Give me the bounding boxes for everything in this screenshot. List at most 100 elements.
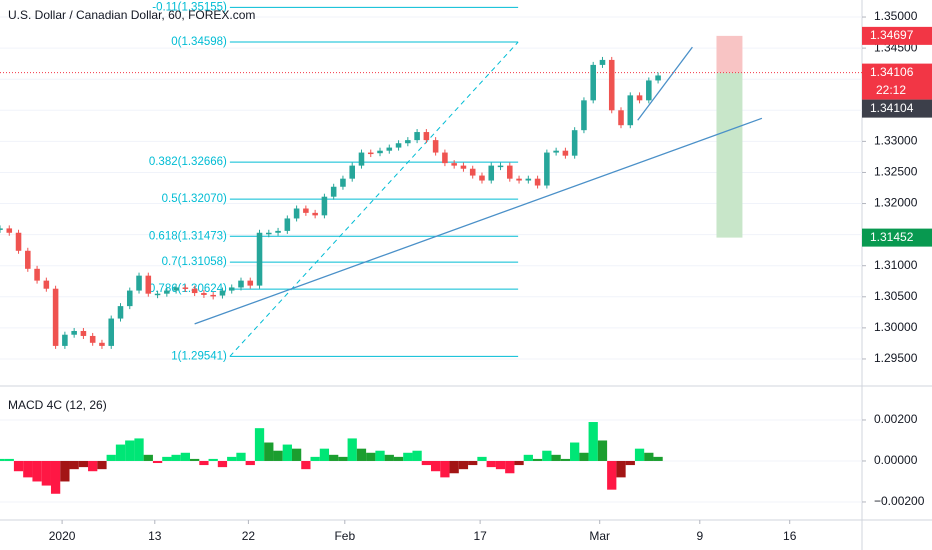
candle (25, 250, 31, 269)
y-tick-label: 1.32000 (874, 196, 918, 210)
price-tag (862, 99, 932, 118)
histogram-bar (505, 460, 515, 474)
y-tick-label: 0.00000 (874, 453, 918, 467)
candle (432, 140, 439, 153)
y-tick-label: 1.30000 (874, 320, 918, 334)
histogram-bar (597, 440, 608, 461)
y-tick-label: −0.00200 (874, 494, 925, 508)
candle (488, 165, 495, 181)
x-tick-label: 22 (242, 529, 256, 543)
histogram-bar (412, 450, 422, 461)
histogram-bar (125, 440, 135, 461)
price-tag-label: 1.34104 (870, 101, 914, 115)
histogram-bar (291, 448, 302, 461)
chart-title: U.S. Dollar / Canadian Dollar, 60, FOREX… (8, 8, 255, 22)
histogram-bar (199, 460, 209, 466)
candle (423, 132, 430, 141)
histogram-bar (440, 460, 450, 478)
histogram-bar (143, 454, 153, 461)
histogram-bar (347, 438, 357, 461)
candle (136, 275, 142, 291)
fib-label: 0.786(1.30624) (149, 283, 227, 295)
histogram-bar (310, 456, 320, 461)
price-tag-label: 1.34697 (870, 28, 914, 42)
histogram-bar (644, 452, 654, 461)
histogram-bar (458, 460, 469, 470)
price-tag (862, 63, 932, 100)
candle (405, 140, 411, 144)
candle (340, 178, 346, 187)
price-tag-label: 1.31452 (870, 230, 914, 244)
candle (52, 288, 59, 346)
histogram-bar (366, 452, 376, 461)
candle (154, 293, 161, 296)
histogram-bar (106, 454, 116, 461)
histogram-bar (477, 456, 487, 461)
histogram-bar (134, 438, 144, 461)
candle (219, 290, 226, 296)
histogram-bar (208, 458, 218, 461)
candle (80, 330, 87, 336)
histogram-bar (579, 452, 589, 461)
candle (544, 152, 550, 186)
y-tick-label: 1.29500 (874, 351, 918, 365)
histogram-bar (431, 460, 441, 472)
histogram-bar (23, 460, 33, 478)
histogram-bar (88, 460, 98, 472)
candle (284, 218, 291, 231)
histogram-bar (13, 460, 24, 472)
price-tag-label: 1.34106 (870, 65, 914, 79)
candle (191, 288, 198, 294)
histogram-bar (588, 422, 598, 461)
histogram-bar (393, 456, 404, 461)
histogram-bar (542, 450, 552, 461)
histogram-bar (273, 450, 283, 461)
histogram-bar (60, 460, 70, 482)
y-tick-label: 0.00200 (874, 412, 918, 426)
histogram-bar (319, 448, 330, 461)
candle (6, 228, 13, 233)
fib-trend (229, 41, 519, 357)
candle (507, 165, 513, 179)
histogram-bar (4, 458, 14, 461)
histogram-bar (32, 460, 42, 482)
histogram-bar (41, 460, 51, 486)
macd-title: MACD 4C (12, 26) (8, 398, 107, 412)
y-tick-label: 1.31000 (874, 258, 918, 272)
candle (590, 64, 596, 101)
histogram-bar (217, 460, 228, 468)
candle (581, 100, 587, 131)
fib-label: 0.5(1.32070) (162, 193, 227, 205)
candle (469, 168, 476, 176)
histogram-bar (301, 460, 311, 470)
candle (117, 306, 124, 319)
x-tick-label: 13 (148, 529, 162, 543)
histogram-bar (616, 460, 626, 478)
histogram-bar (625, 460, 635, 466)
candle (182, 287, 189, 289)
candle (377, 150, 383, 154)
histogram-bar (97, 460, 107, 470)
candle (479, 175, 485, 181)
target-zone (716, 72, 743, 238)
histogram-bar (50, 460, 61, 494)
candle (627, 95, 634, 126)
histogram-bar (449, 460, 459, 474)
histogram-bar (514, 460, 524, 466)
price-tag (862, 228, 932, 247)
candle (15, 232, 22, 251)
candle (330, 186, 337, 197)
x-tick-label: 16 (783, 529, 797, 543)
histogram-bar (115, 444, 126, 461)
histogram-bar (560, 458, 571, 461)
candle (460, 165, 467, 169)
fib-label: -0.11(1.35155) (152, 1, 227, 13)
candle (210, 294, 216, 297)
fib-label: 1(1.29541) (171, 350, 227, 362)
y-tick-label: 1.32500 (874, 165, 918, 179)
candle (201, 293, 207, 295)
histogram-bar (152, 460, 163, 464)
candle (256, 232, 263, 286)
